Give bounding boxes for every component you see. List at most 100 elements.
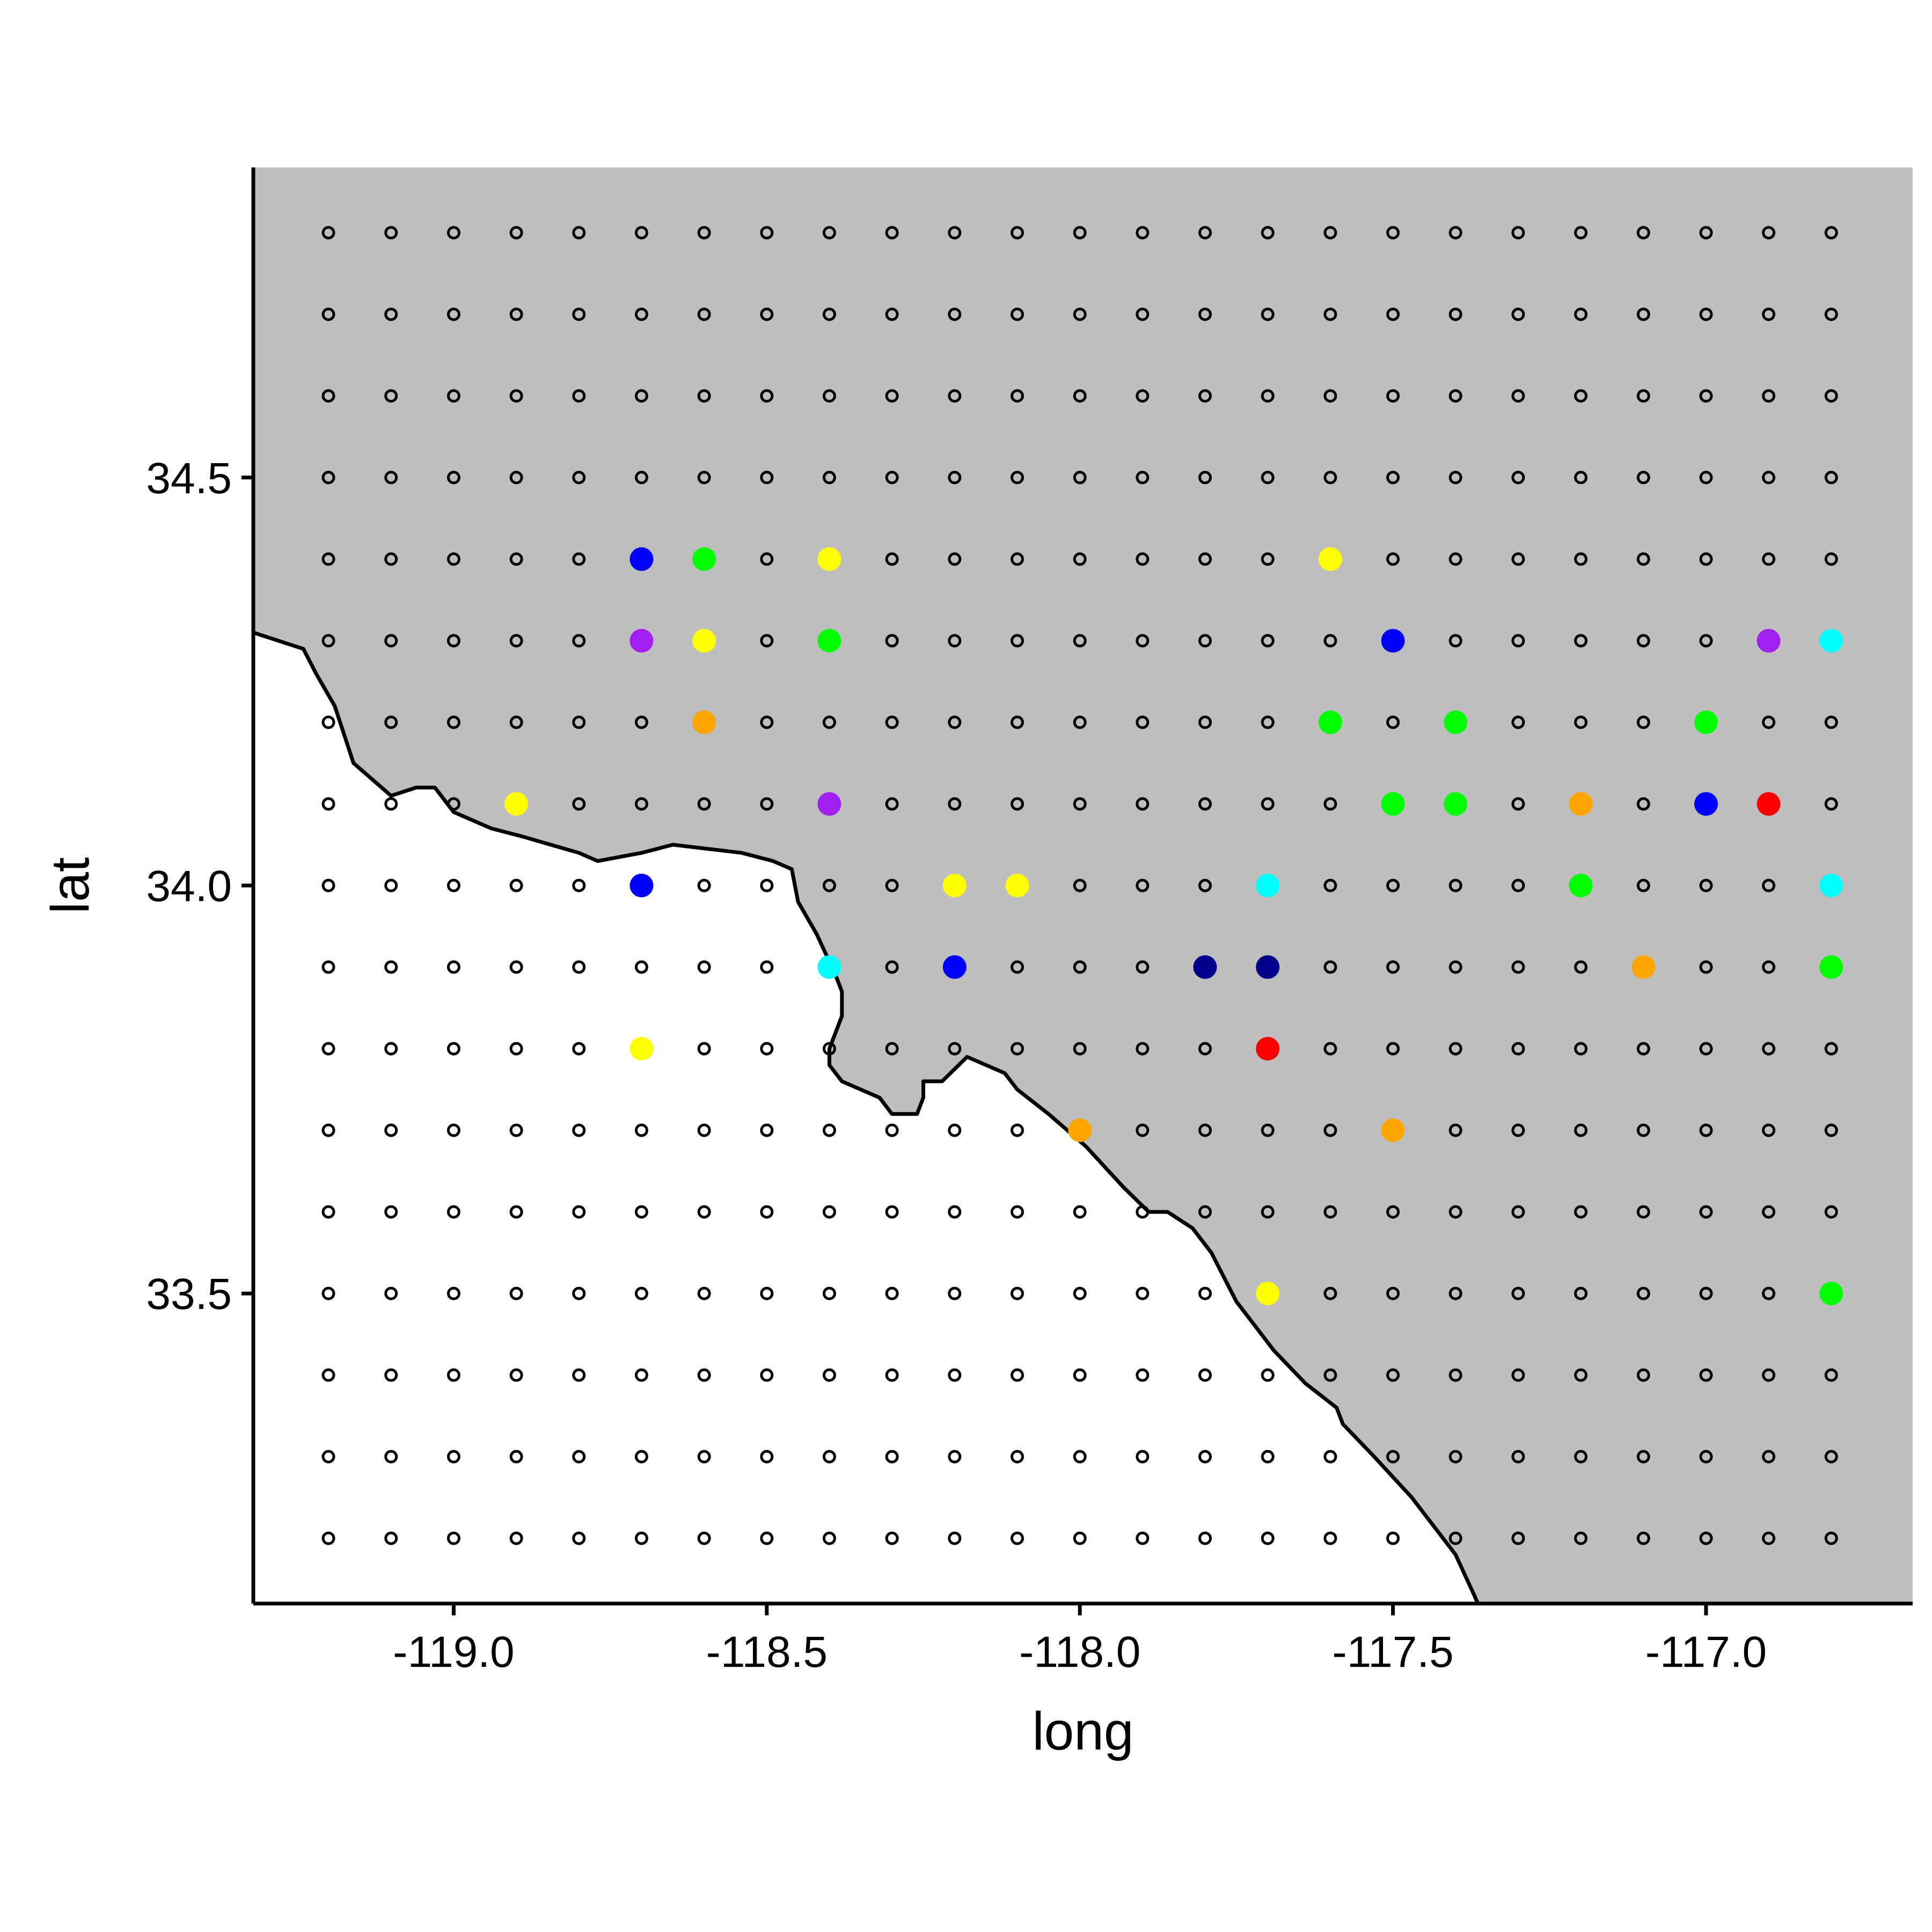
grid-point (1636, 634, 1650, 648)
grid-point (697, 1531, 711, 1545)
grid-point (1136, 308, 1150, 321)
y-tick-label: 34.5 (146, 454, 232, 503)
grid-point (321, 1368, 335, 1382)
grid-point (447, 1123, 460, 1137)
highlighted-point (1256, 1037, 1280, 1061)
grid-point (1386, 1450, 1400, 1463)
y-tick-label: 34.0 (146, 862, 232, 911)
grid-point (1386, 1286, 1400, 1300)
grid-point (321, 960, 335, 974)
grid-point (321, 552, 335, 566)
grid-point (1511, 1531, 1525, 1545)
grid-point (760, 879, 774, 892)
grid-point (1386, 1531, 1400, 1545)
grid-point (822, 879, 836, 892)
grid-point (1198, 389, 1212, 403)
grid-point (509, 1368, 523, 1382)
grid-point (1323, 960, 1337, 974)
grid-point (1699, 1286, 1713, 1300)
grid-point (1699, 1205, 1713, 1219)
grid-point (822, 1531, 836, 1545)
grid-point (1448, 471, 1462, 485)
grid-point (1699, 1450, 1713, 1463)
grid-point (1011, 389, 1024, 403)
grid-point (321, 1123, 335, 1137)
grid-point (447, 308, 460, 321)
grid-point (1824, 1042, 1838, 1056)
grid-point (1511, 960, 1525, 974)
grid-point (1574, 1042, 1588, 1056)
grid-point (634, 715, 648, 729)
grid-point (1448, 879, 1462, 892)
grid-point (1136, 797, 1150, 811)
grid-point (572, 879, 586, 892)
grid-point (1511, 1450, 1525, 1463)
grid-point (384, 389, 398, 403)
grid-point (1323, 1042, 1337, 1056)
highlighted-point (1694, 792, 1718, 816)
grid-point (822, 471, 836, 485)
grid-point (1699, 1042, 1713, 1056)
grid-point (384, 634, 398, 648)
grid-point (447, 960, 460, 974)
grid-point (509, 715, 523, 729)
grid-point (321, 797, 335, 811)
grid-point (509, 1123, 523, 1137)
grid-point (1136, 552, 1150, 566)
grid-point (1824, 1123, 1838, 1137)
highlighted-point (1757, 628, 1781, 653)
grid-point (509, 471, 523, 485)
grid-point (384, 308, 398, 321)
grid-point (1261, 1123, 1275, 1137)
grid-point (634, 1205, 648, 1219)
grid-point (1824, 389, 1838, 403)
grid-point (1011, 1042, 1024, 1056)
grid-point (1261, 797, 1275, 811)
grid-point (697, 1368, 711, 1382)
highlighted-point (692, 710, 716, 734)
grid-point (634, 389, 648, 403)
grid-point (572, 308, 586, 321)
grid-point (1198, 879, 1212, 892)
grid-point (760, 1286, 774, 1300)
highlighted-point (1381, 628, 1405, 653)
grid-point (1386, 471, 1400, 485)
grid-point (822, 1042, 836, 1056)
grid-point (697, 1286, 711, 1300)
grid-point (1073, 879, 1087, 892)
grid-point (1386, 1042, 1400, 1056)
x-tick-label: -118.5 (706, 1628, 828, 1677)
grid-point (885, 226, 899, 240)
grid-point (1073, 1450, 1087, 1463)
grid-point (1073, 552, 1087, 566)
plot-panel (253, 167, 1913, 1604)
grid-point (1824, 1205, 1838, 1219)
grid-point (1323, 1531, 1337, 1545)
grid-point (572, 715, 586, 729)
grid-point (509, 308, 523, 321)
grid-point (1261, 471, 1275, 485)
grid-point (948, 1450, 962, 1463)
grid-point (509, 960, 523, 974)
grid-point (1323, 308, 1337, 321)
grid-point (1136, 1531, 1150, 1545)
grid-point (1448, 226, 1462, 240)
grid-point (1574, 715, 1588, 729)
highlighted-point (1318, 547, 1342, 571)
grid-point (1699, 308, 1713, 321)
grid-point (321, 471, 335, 485)
grid-point (1636, 1123, 1650, 1137)
grid-point (948, 226, 962, 240)
grid-point (1448, 308, 1462, 321)
highlighted-point (1631, 955, 1656, 979)
grid-point (1011, 960, 1024, 974)
grid-point (1574, 634, 1588, 648)
grid-point (822, 1368, 836, 1382)
grid-point (1574, 226, 1588, 240)
grid-point (384, 879, 398, 892)
grid-point (1011, 1368, 1024, 1382)
grid-point (1198, 226, 1212, 240)
grid-point (948, 1286, 962, 1300)
grid-points (321, 226, 1838, 1545)
grid-point (697, 308, 711, 321)
